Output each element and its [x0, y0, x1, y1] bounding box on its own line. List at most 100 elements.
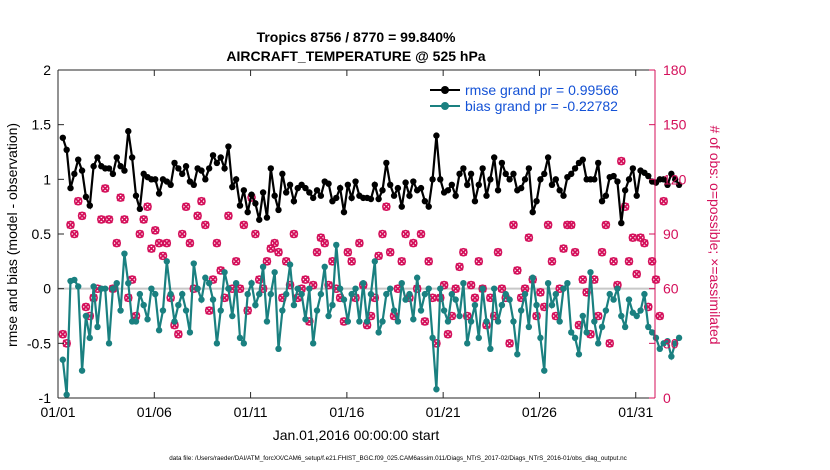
bias-point	[229, 312, 236, 320]
rmse-point	[475, 181, 482, 188]
obs-possible-marker	[409, 238, 418, 248]
bias-point	[444, 318, 452, 325]
bias-point	[82, 312, 90, 320]
rmse-point	[668, 170, 675, 178]
rmse-point	[537, 176, 544, 183]
obs-possible-marker	[640, 238, 649, 248]
bias-point	[221, 269, 228, 276]
obs-possible-marker	[112, 238, 122, 248]
rmse-point	[417, 184, 425, 192]
obs-possible-marker	[513, 266, 522, 275]
bias-point	[560, 285, 567, 292]
rmse-point	[410, 178, 417, 185]
bias-point	[148, 285, 155, 292]
rmse-point	[383, 159, 390, 167]
bias-point	[213, 340, 221, 347]
rmse-point	[75, 156, 82, 163]
rmse-point	[548, 181, 556, 188]
obs-assimilated-marker	[301, 275, 310, 284]
rmse-point	[433, 132, 440, 139]
obs-assimilated-marker	[497, 284, 506, 293]
rmse-point	[82, 193, 90, 201]
bias-point	[159, 307, 167, 314]
bias-point	[406, 290, 413, 298]
x-tick-label: 01/16	[329, 404, 364, 420]
bias-point	[544, 280, 552, 287]
obs-possible-marker	[181, 202, 191, 211]
rmse-point	[105, 165, 113, 172]
obs-possible-marker	[66, 220, 75, 230]
obs-possible-marker	[320, 238, 330, 248]
rmse-point	[579, 156, 586, 163]
data-file-footer: data file: /Users/raeder/DAI/ATM_forcXX/…	[169, 455, 626, 462]
obs-assimilated-marker	[571, 248, 580, 257]
obs-possible-marker	[659, 196, 668, 206]
obs-possible-marker	[466, 280, 476, 290]
rmse-point	[672, 176, 679, 183]
obs-assimilated-marker	[212, 239, 221, 248]
obs-possible-marker	[201, 220, 210, 230]
rmse-point	[525, 165, 533, 172]
obs-assimilated-marker	[224, 211, 233, 220]
bias-point	[429, 334, 436, 342]
bias-point	[348, 290, 355, 298]
rmse-point	[421, 198, 429, 205]
rmse-point	[213, 159, 221, 167]
obs-assimilated-marker	[598, 248, 606, 257]
obs-assimilated-marker	[632, 270, 641, 279]
rmse-point	[78, 167, 86, 174]
rmse-point	[591, 176, 598, 183]
bias-point	[75, 283, 82, 290]
bias-point	[556, 318, 563, 325]
bias-point	[283, 290, 290, 298]
rmse-point	[571, 165, 579, 172]
axes: 01/01 01/06 01/11 01/16 01/21 01/26 01/31 -1 -0.…	[27, 62, 687, 420]
obs-possible-marker	[378, 229, 387, 239]
obs-assimilated-marker	[193, 211, 202, 220]
rmse-point	[664, 181, 671, 188]
bias-point	[390, 307, 398, 314]
obs-possible-marker	[382, 202, 391, 211]
obs-possible-marker	[424, 257, 434, 266]
y-axis-label-left: rmse and bias (model - observation)	[4, 123, 20, 347]
obs-assimilated-marker	[424, 257, 433, 266]
obs-possible-marker	[570, 247, 580, 257]
obs-assimilated-marker	[494, 248, 502, 257]
bias-point	[101, 285, 109, 292]
bias-point	[591, 318, 598, 325]
rmse-point	[259, 189, 267, 196]
bias-point	[286, 261, 294, 268]
obs-possible-marker	[224, 211, 233, 221]
y-tick-label-right: 90	[663, 226, 679, 242]
bias-point	[202, 274, 209, 281]
legend-rmse-text: rmse grand pr = 0.99566	[465, 82, 619, 98]
bias-point	[371, 258, 378, 265]
obs-assimilated-marker	[320, 239, 329, 248]
rmse-point	[171, 159, 178, 167]
bias-point	[648, 329, 656, 336]
rmse-point	[205, 165, 213, 172]
obs-assimilated-marker	[197, 197, 206, 206]
rmse-point	[541, 170, 548, 178]
bias-point	[467, 318, 475, 325]
bias-point	[645, 323, 652, 331]
bias-point	[344, 318, 352, 325]
obs-assimilated-marker	[97, 215, 106, 224]
obs-possible-marker	[70, 229, 79, 239]
bias-point	[568, 329, 575, 336]
bias-point	[464, 340, 471, 347]
obs-possible-marker	[58, 329, 68, 339]
bias-point	[637, 307, 644, 314]
rmse-point	[190, 181, 197, 188]
y-tick-label-left: -1	[39, 390, 52, 406]
legend-box	[426, 77, 653, 115]
rmse-point	[263, 214, 271, 221]
bias-point	[271, 269, 278, 276]
legend-rmse-marker	[441, 86, 449, 94]
obs-assimilated-marker	[420, 317, 429, 326]
obs-possible-marker	[651, 275, 661, 284]
bias-point	[537, 334, 544, 342]
bias-point	[259, 263, 267, 270]
rmse-point	[444, 187, 452, 194]
bias-point	[136, 290, 144, 298]
